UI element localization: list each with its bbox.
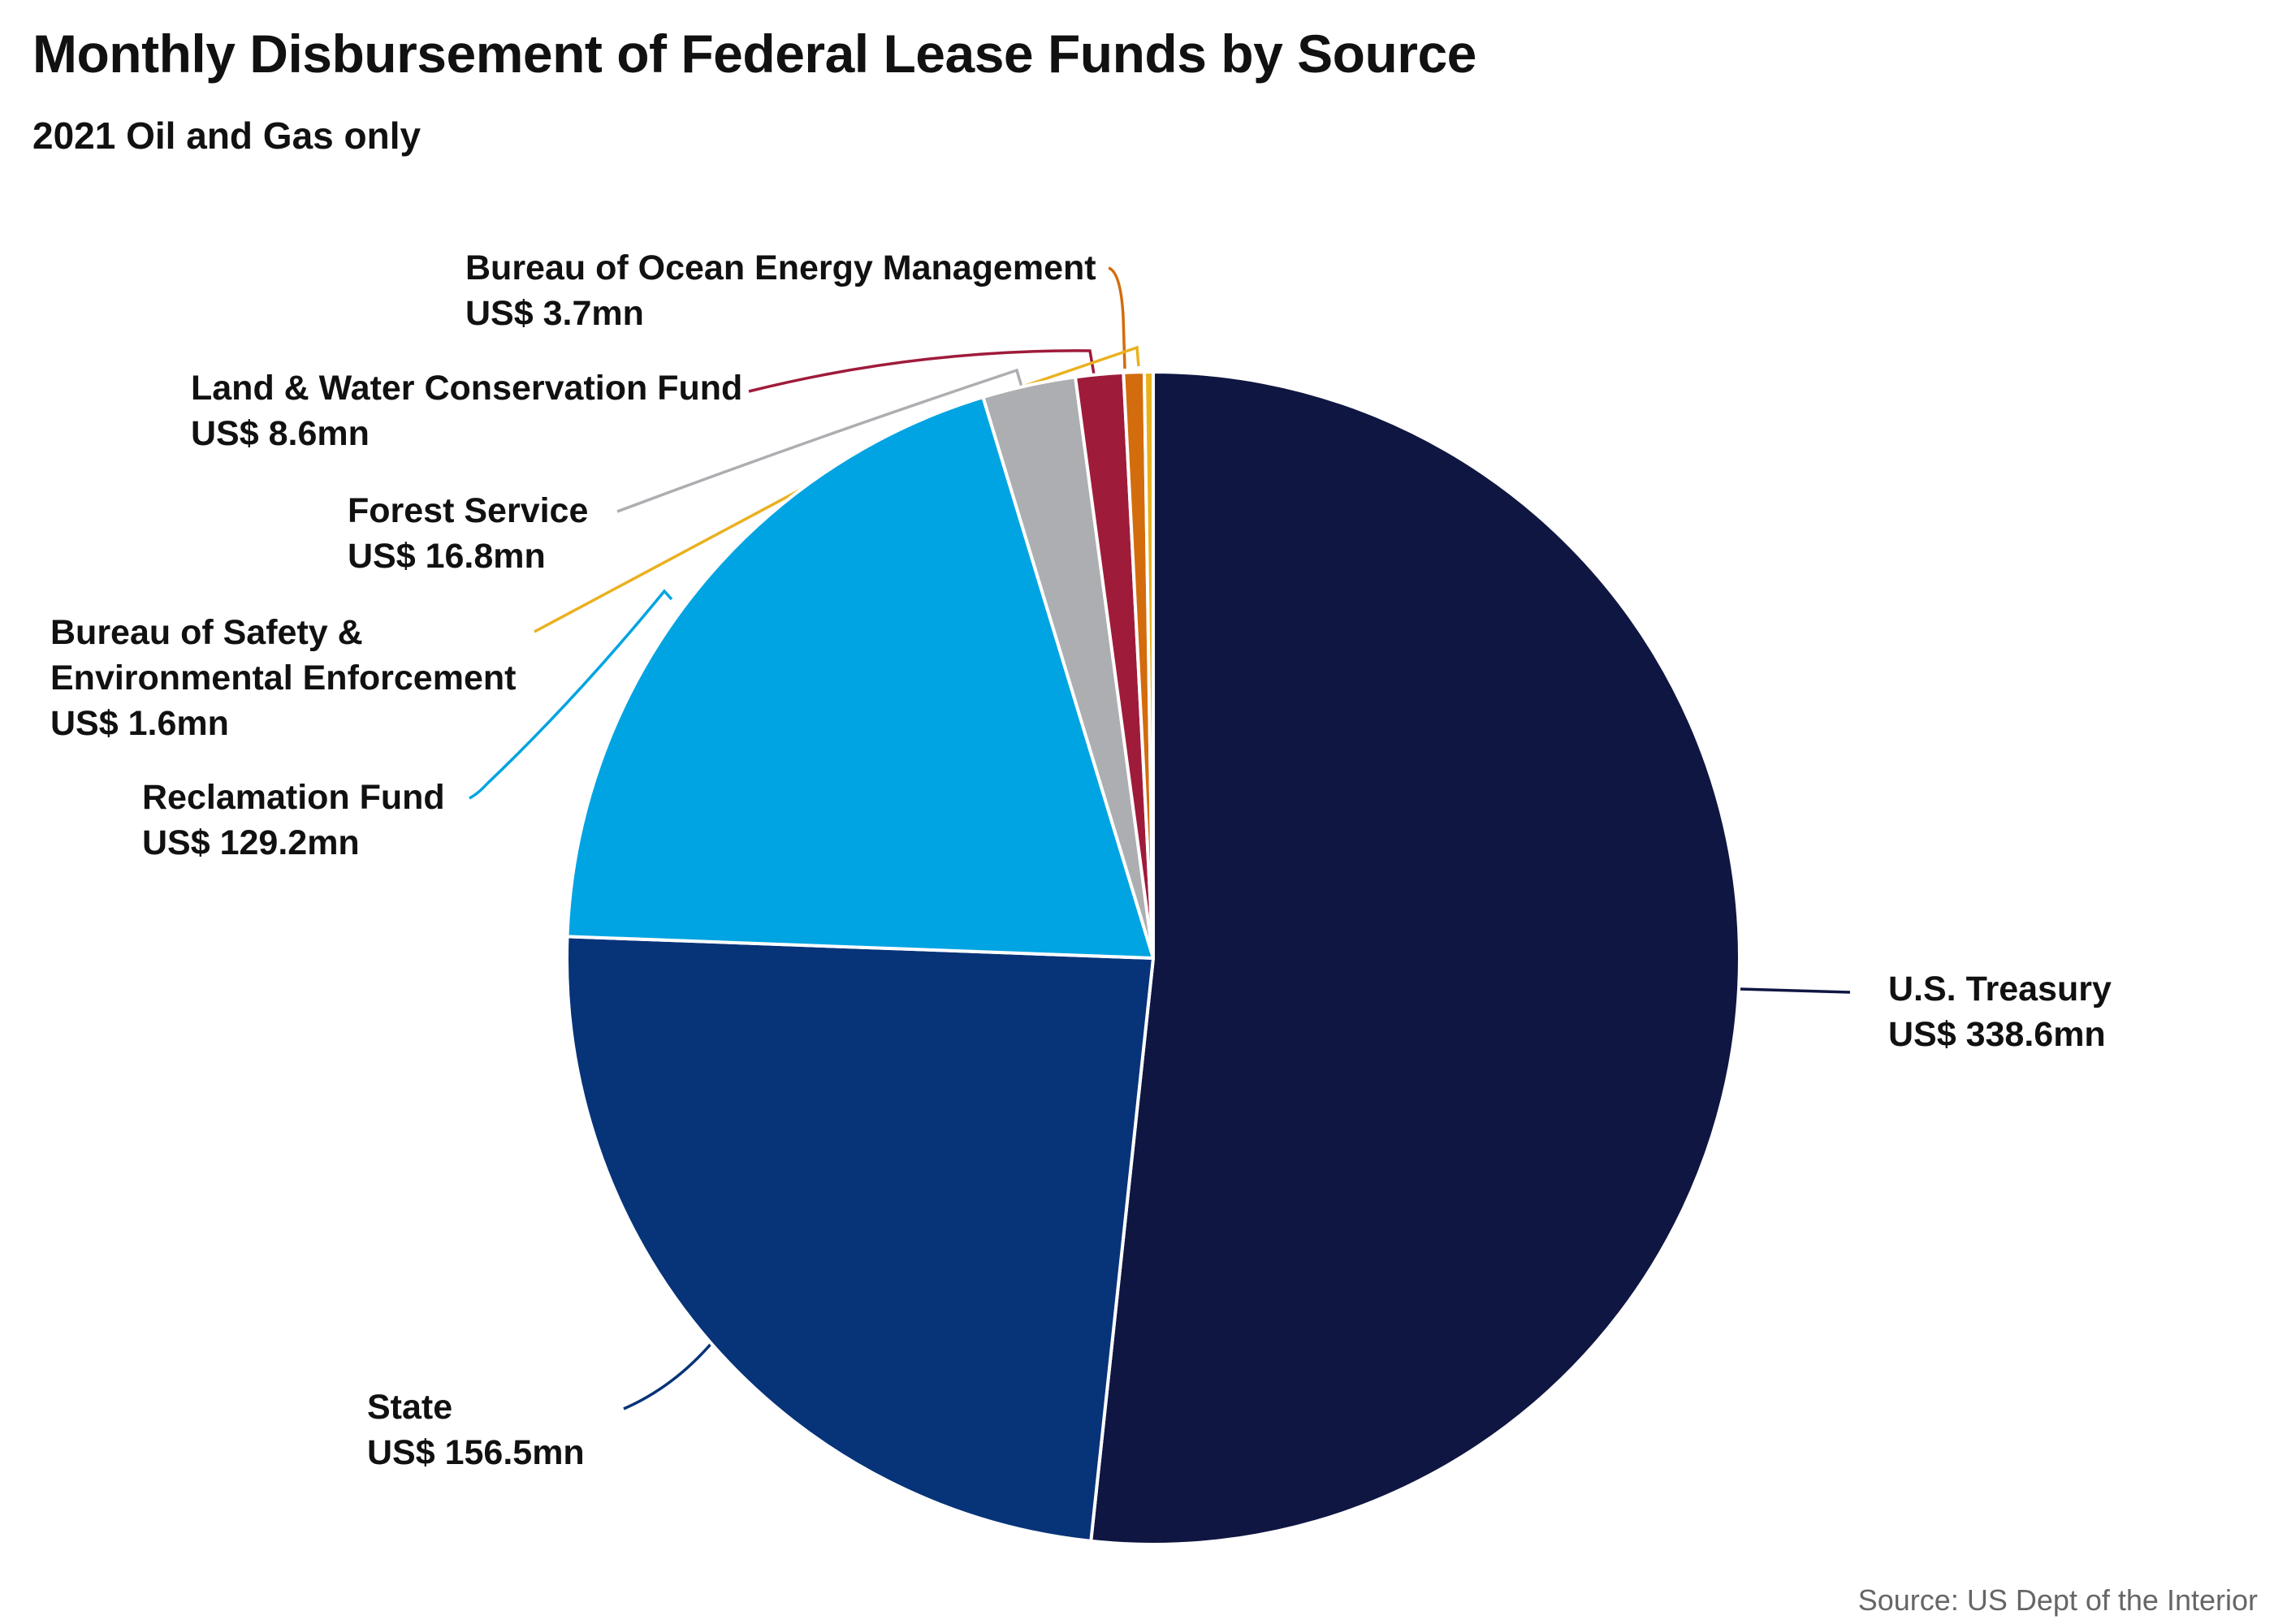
leader-line-lwcf [748,349,1096,393]
slice-name-state: State [367,1388,452,1427]
pie-slice-state [565,935,1155,1543]
slice-labels: U.S. Treasury US$ 338.6mn State US$ 156.5mn… [50,248,2112,1472]
leader-line-reclamation [469,589,673,800]
slice-value-forest: US$ 16.8mn [348,537,546,576]
slice-label-state: State US$ 156.5mn [367,1388,585,1472]
slice-value-state: US$ 156.5mn [367,1433,585,1472]
leader-lines [469,266,1851,1410]
pie-slice-treasury [1089,370,1741,1546]
slice-label-bsee: Bureau of Safety & Environmental Enforcem… [50,613,516,743]
slice-value-boem: US$ 3.7mn [465,294,644,333]
slice-name-reclamation: Reclamation Fund [142,778,445,817]
chart-title: Monthly Disbursement of Federal Lease Fu… [32,24,1476,84]
chart-subtitle: 2021 Oil and Gas only [32,114,422,157]
slice-value-treasury: US$ 338.6mn [1888,1015,2106,1054]
slice-value-lwcf: US$ 8.6mn [191,414,370,453]
source-note: Source: US Dept of the Interior [1857,1583,2258,1617]
slice-name-forest: Forest Service [348,491,588,530]
slice-label-forest: Forest Service US$ 16.8mn [348,491,588,576]
slice-label-treasury: U.S. Treasury US$ 338.6mn [1888,970,2112,1054]
slice-value-reclamation: US$ 129.2mn [142,823,360,862]
slice-label-reclamation: Reclamation Fund US$ 129.2mn [142,778,445,862]
slice-label-boem: Bureau of Ocean Energy Management US$ 3.7… [465,248,1096,333]
pie-slices [565,370,1741,1546]
leader-line-bsee [534,345,1140,633]
leader-line-treasury [1739,987,1851,994]
leader-line-boem [1108,266,1126,369]
slice-name-boem: Bureau of Ocean Energy Management [465,248,1096,287]
slice-value-bsee: US$ 1.6mn [50,704,229,743]
slice-name-lwcf: Land & Water Conservation Fund [191,369,742,408]
slice-label-lwcf: Land & Water Conservation Fund US$ 8.6mn [191,369,742,453]
leader-line-forest [616,368,1024,513]
pie-slice-reclamation [565,395,1155,960]
slice-name-bsee: Bureau of Safety & [50,613,363,652]
leader-line-state [623,1340,715,1410]
pie-slice-bsee [1142,370,1155,960]
slice-name-bsee: Environmental Enforcement [50,659,516,698]
slice-name-treasury: U.S. Treasury [1888,970,2112,1009]
